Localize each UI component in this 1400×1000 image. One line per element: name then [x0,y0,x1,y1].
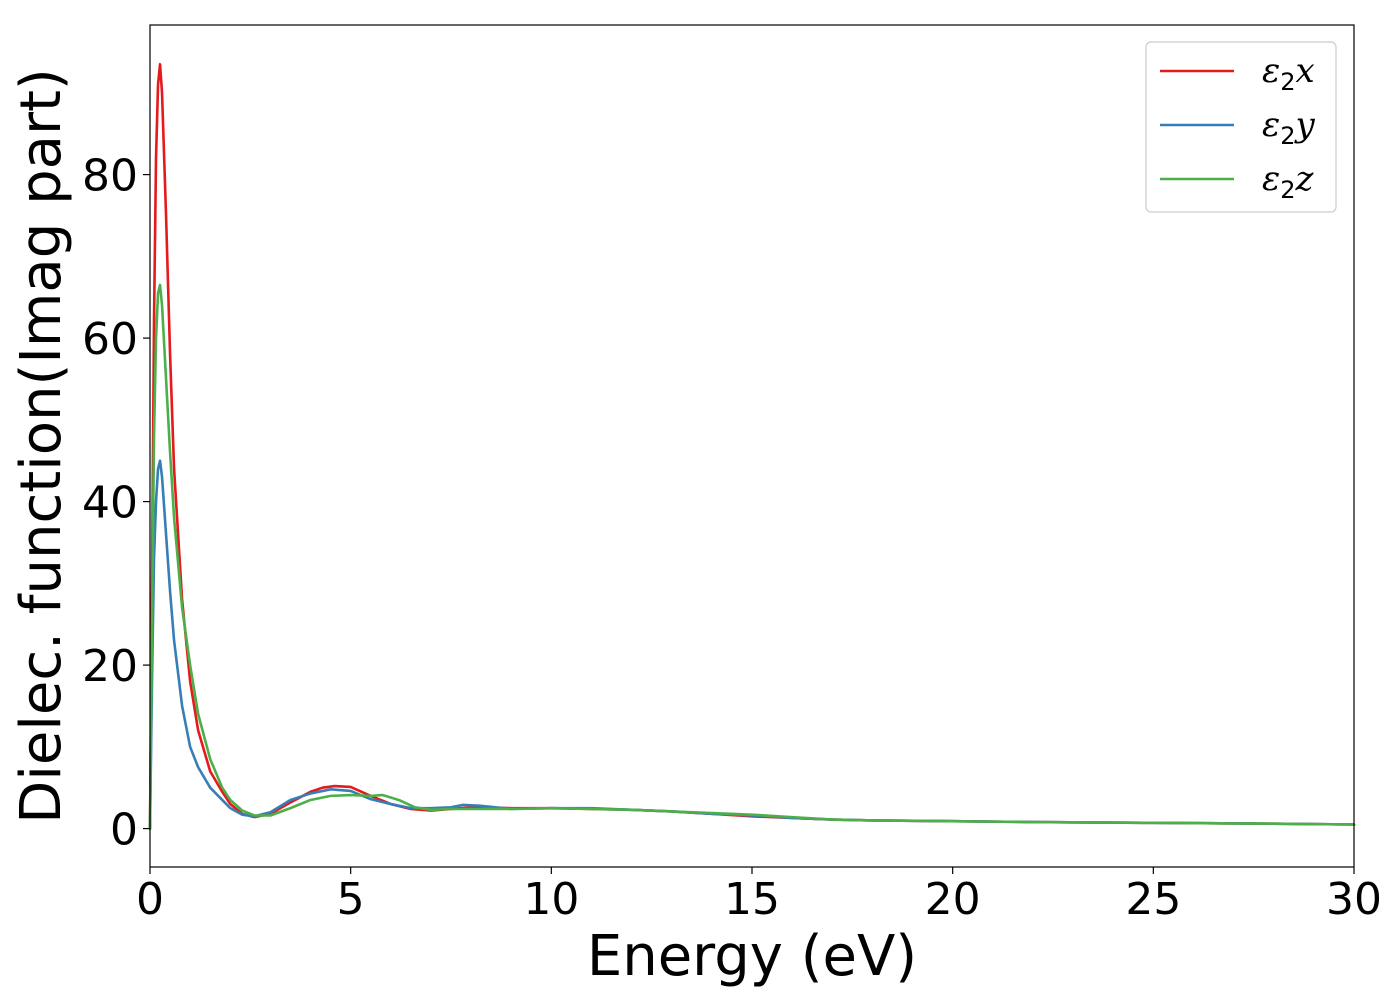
x-tick-label: 15 [724,874,780,925]
y-axis: 0 20 40 60 80 [82,151,150,856]
x-axis: 0 5 10 15 20 25 30 [136,867,1382,925]
legend-label-x: ε2x [1262,51,1315,96]
x-tick-label: 25 [1125,874,1181,925]
series-line-z [148,283,1356,830]
x-tick-label: 30 [1326,874,1382,925]
y-axis-title: Dielec. function(Imag part) [9,68,74,824]
legend-label-z: ε2z [1262,159,1315,204]
legend-box [1145,41,1337,213]
y-tick-label: 80 [82,151,138,202]
x-tick-label: 5 [337,874,365,925]
legend-label-y: ε2y [1262,105,1316,150]
series-layer [148,62,1356,830]
x-tick-label: 10 [523,874,579,925]
y-tick-label: 40 [82,478,138,529]
y-tick-label: 0 [110,805,138,856]
y-tick-label: 20 [82,641,138,692]
y-tick-label: 60 [82,314,138,365]
x-axis-title: Energy (eV) [587,924,917,989]
legend: ε2x ε2y ε2z [1145,41,1337,213]
x-tick-label: 0 [136,874,164,925]
x-tick-label: 20 [925,874,981,925]
